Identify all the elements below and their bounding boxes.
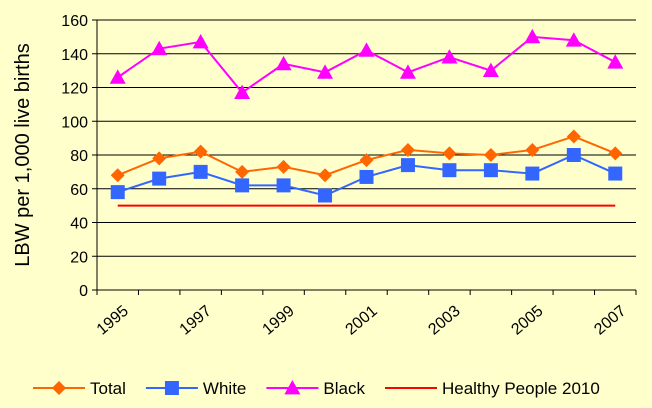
data-point-white [318, 188, 333, 203]
legend-item-black: Black [266, 379, 365, 398]
x-tick-label: 1995 [94, 303, 132, 339]
data-point-black [109, 69, 126, 84]
data-point-white [525, 166, 540, 181]
data-point-white [110, 185, 125, 200]
data-point-total [318, 168, 333, 183]
data-point-black [234, 84, 251, 99]
data-point-black [399, 64, 416, 79]
series-white [110, 148, 623, 203]
legend-item-total: Total [33, 379, 126, 398]
legend-swatch-marker [164, 381, 179, 395]
data-point-white [608, 166, 623, 181]
data-point-white [400, 158, 415, 173]
data-point-black [317, 64, 334, 79]
y-tick-label: 40 [70, 216, 88, 233]
data-point-white [483, 163, 498, 178]
data-point-black [192, 33, 209, 49]
legend-label: White [203, 379, 246, 398]
data-point-black [565, 32, 582, 47]
data-point-black [441, 49, 458, 64]
y-tick-label: 0 [79, 283, 88, 300]
x-tick-labels: 1995 1997 1999 2001 2003 2005 2007 [94, 303, 630, 339]
y-tick-label: 120 [61, 81, 88, 98]
data-point-total [608, 146, 623, 161]
chart-axes [92, 19, 637, 295]
data-point-total [400, 142, 415, 157]
legend-item-white: White [145, 379, 246, 398]
data-point-white [235, 178, 250, 193]
horizontal-gridlines [97, 19, 636, 257]
data-point-black [524, 28, 541, 44]
data-point-total [152, 151, 167, 166]
data-point-black [358, 42, 375, 57]
y-tick-label: 80 [70, 148, 88, 165]
x-tick-label: 1999 [260, 303, 298, 339]
y-tick-label: 160 [61, 13, 88, 30]
data-point-black [607, 54, 624, 69]
y-tick-label: 100 [61, 114, 88, 131]
data-point-black [482, 62, 499, 78]
data-point-total [483, 148, 498, 162]
data-point-white [193, 164, 208, 179]
legend-swatch-marker [284, 380, 301, 395]
legend-item-healthy-people-2010: Healthy People 2010 [384, 379, 600, 398]
series-layer [109, 28, 624, 207]
series-black [109, 28, 624, 99]
data-point-black [275, 55, 292, 71]
y-tick-labels: 0 20 40 60 80 100 120 140 160 [61, 13, 88, 300]
data-point-total [566, 129, 581, 144]
y-tick-label: 140 [61, 47, 88, 64]
x-tick-label: 2003 [425, 303, 463, 339]
legend-label: Healthy People 2010 [442, 379, 600, 398]
data-point-total [193, 144, 208, 159]
x-tick-label: 2001 [343, 303, 381, 339]
y-tick-label: 20 [70, 249, 88, 266]
x-tick-label: 2005 [508, 303, 546, 339]
series-total [110, 129, 623, 183]
data-point-white [359, 169, 374, 184]
y-axis-title: LBW per 1,000 live births [12, 43, 34, 266]
x-tick-label: 1997 [177, 303, 215, 339]
data-point-total [359, 153, 374, 168]
data-point-total [110, 168, 125, 183]
y-tick-label: 60 [70, 182, 88, 199]
data-point-total [525, 142, 540, 157]
data-point-white [276, 178, 291, 193]
data-point-total [235, 164, 250, 179]
data-point-black [151, 40, 168, 56]
chart-legend: Total White Black Healthy People 2010 [33, 379, 600, 398]
data-point-white [442, 163, 457, 178]
data-point-total [276, 159, 291, 174]
data-point-white [566, 148, 581, 162]
x-tick-label: 2007 [591, 303, 629, 339]
legend-label: Total [90, 379, 126, 398]
legend-label: Black [323, 379, 365, 398]
data-point-total [442, 146, 457, 161]
data-point-white [152, 171, 167, 186]
legend-swatch-marker [52, 381, 66, 395]
